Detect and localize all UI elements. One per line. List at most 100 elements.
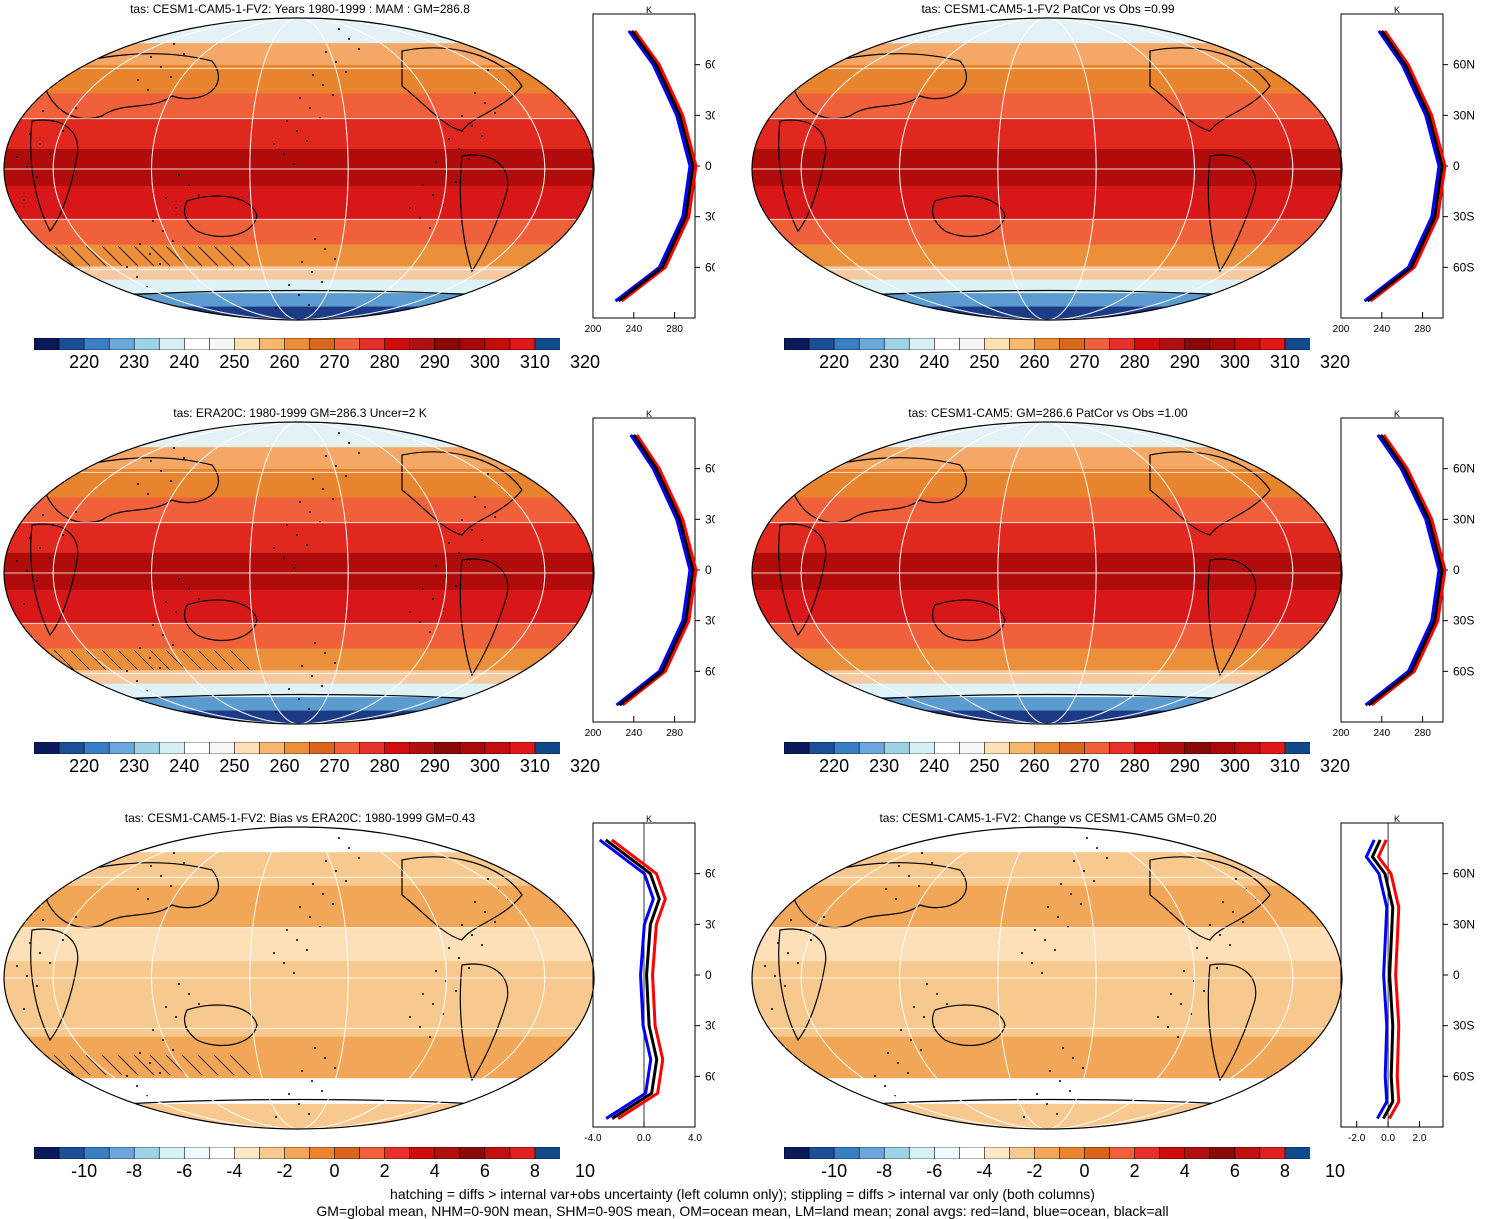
stipple-dot (301, 261, 303, 263)
x-tick-label: 0.0 (637, 1133, 651, 1144)
map-band (752, 422, 1342, 449)
colorbar-swatch (784, 1147, 810, 1159)
map-band (4, 148, 594, 187)
lat-tick-label: 60S (705, 664, 715, 678)
x-tick-label: 240 (625, 324, 642, 335)
stipple-dot (136, 1085, 138, 1087)
colorbar-tick-label: 4 (429, 1161, 440, 1181)
colorbar-swatch (509, 742, 536, 754)
stipple-dot (471, 529, 473, 531)
stipple-dot (484, 506, 486, 508)
colorbar-swatch (58, 742, 85, 754)
hatch-line (181, 245, 203, 267)
stipple-dot (126, 266, 128, 268)
zonal-unit-label: K (646, 815, 652, 824)
colorbar-swatch (1009, 742, 1036, 754)
hatch-line (101, 245, 123, 267)
colorbar-tick-label: 310 (519, 756, 550, 776)
stipple-dot (764, 965, 766, 967)
stipple-dot (432, 598, 434, 600)
stipple-dot (183, 457, 185, 459)
stipple-dot (299, 906, 301, 908)
stipple-dot (422, 993, 424, 995)
stipple-dot (298, 294, 300, 296)
stipple-dot (16, 156, 18, 158)
lat-tick-label: 60N (1453, 462, 1475, 476)
hatch-line (181, 1054, 203, 1076)
colorbar-swatch (808, 1147, 835, 1159)
stipple-dot (1219, 934, 1221, 936)
colorbar-tick-label: 260 (269, 756, 300, 776)
colorbar-tick-label: -6 (926, 1161, 943, 1181)
graticule-lon (52, 827, 546, 1129)
map-band (4, 306, 594, 320)
stipple-dot (422, 588, 424, 590)
colorbar-swatch (858, 742, 885, 754)
stipple-dot (160, 470, 162, 472)
colorbar-swatch (1109, 742, 1136, 754)
colorbar-swatch (108, 742, 135, 754)
stipple-dot (147, 898, 149, 900)
map-band (4, 219, 594, 246)
map-band (4, 1078, 594, 1105)
stipple-dot (299, 501, 301, 503)
zonal-line-land (1376, 839, 1401, 1120)
zonal-line-all (617, 30, 695, 303)
stipple-dot (1047, 906, 1049, 908)
stipple-dot (348, 847, 350, 849)
stipple-dot (429, 631, 431, 633)
colorbar-tick-label: -6 (176, 1161, 193, 1181)
stipple-dot (358, 452, 360, 454)
stipple-dot (136, 276, 138, 278)
lat-tick-label: 60S (1453, 664, 1474, 678)
colorbar-tick-label: 240 (169, 352, 200, 372)
zonal-unit-label: K (646, 6, 652, 15)
stipple-dot (162, 1039, 164, 1041)
colorbar-swatch (534, 338, 560, 350)
stipple-dot (160, 875, 162, 877)
stipple-dot (29, 537, 31, 539)
colorbar-tick-label: -4 (226, 1161, 243, 1181)
stipple-dot (324, 1057, 326, 1059)
stipple-dot (1183, 970, 1185, 972)
colorbar-swatch (284, 742, 311, 754)
stipple-dot (887, 1052, 889, 1054)
x-tick-label: 240 (1373, 728, 1390, 739)
map-band (4, 852, 594, 887)
continent-africa (30, 523, 79, 637)
colorbar-swatch (509, 1147, 536, 1159)
stipple-dot (432, 1003, 434, 1005)
lat-tick-label: 0 (705, 563, 712, 577)
colorbar-swatch (1259, 1147, 1286, 1159)
hatch-line (181, 649, 203, 671)
hatch-line (197, 649, 219, 671)
stipple-dot (1086, 837, 1088, 839)
stipple-dot (1062, 1047, 1064, 1049)
stipple-dot (429, 227, 431, 229)
stipple-dot (321, 685, 323, 687)
stipple-dot (29, 942, 31, 944)
hatch-line (229, 245, 251, 267)
zonal-plot-5: K 60N 30N 0 30S 60S -4.0 0.0 4.0 (584, 815, 715, 1144)
colorbar-swatch (1109, 338, 1136, 350)
stipple-dot (1041, 972, 1043, 974)
continent-north-america (1149, 856, 1271, 941)
stipple-dot (152, 1029, 154, 1031)
zonal-line-all (618, 434, 695, 707)
stipple-dot (198, 194, 200, 196)
map-band (4, 1036, 594, 1080)
colorbar-swatch (784, 742, 810, 754)
colorbar-swatch (108, 1147, 135, 1159)
hatch-line (85, 245, 107, 267)
colorbar-1 (34, 338, 560, 350)
graticule-lon (249, 827, 349, 1129)
stipple-dot (898, 865, 900, 867)
continent-australia (931, 195, 1006, 238)
map-band (752, 961, 1342, 1038)
stipple-dot (348, 442, 350, 444)
stipple-dot (322, 893, 324, 895)
colorbar-swatch (534, 742, 560, 754)
lat-tick-label: 30S (705, 210, 715, 224)
stipple-dot (487, 473, 489, 475)
map-band (752, 497, 1342, 524)
